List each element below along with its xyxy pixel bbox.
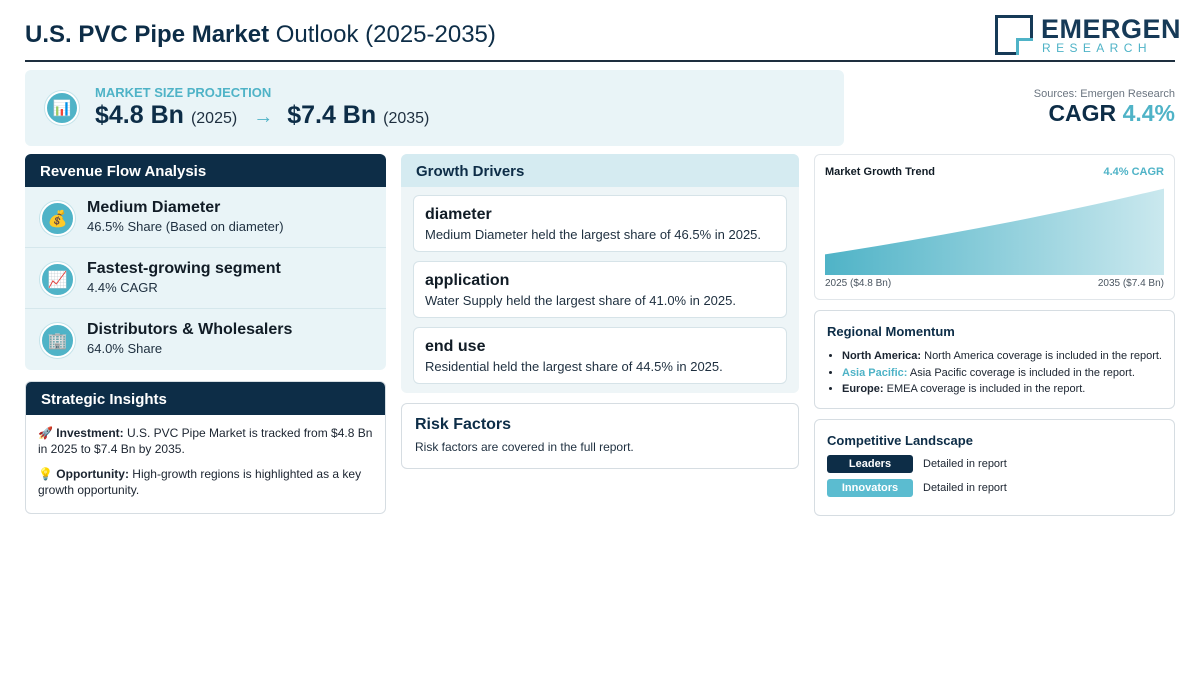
trend-area-svg [825, 188, 1164, 275]
title-bold: U.S. PVC Pipe Market [25, 21, 270, 48]
revenue-item-title: Medium Diameter [87, 199, 221, 216]
revenue-item: 🏢 Distributors & Wholesalers 64.0% Share [25, 309, 386, 370]
region-text: Asia Pacific coverage is included in the… [909, 366, 1135, 379]
start-year: (2025) [190, 110, 238, 127]
cagr-value: 4.4% [1122, 100, 1175, 126]
revenue-item-title: Distributors & Wholesalers [87, 321, 293, 338]
driver-title: application [425, 272, 510, 289]
region-name: Europe: [842, 383, 884, 395]
projection-label: MARKET SIZE PROJECTION [95, 85, 272, 100]
risk-factors-panel: Risk Factors Risk factors are covered in… [401, 403, 799, 469]
driver-title: end use [425, 338, 486, 355]
region-item: Asia Pacific: Asia Pacific coverage is i… [842, 365, 1162, 382]
driver-card: end use Residential held the largest sha… [413, 327, 787, 384]
market-growth-trend-chart: Market Growth Trend 4.4% CAGR 2025 ($4.8… [814, 154, 1175, 300]
insight-label: Opportunity: [56, 467, 129, 481]
driver-text: Water Supply held the largest share of 4… [425, 293, 736, 308]
revenue-item: 💰 Medium Diameter 46.5% Share (Based on … [25, 187, 386, 248]
chart-annotation: 4.4% CAGR [1103, 166, 1164, 178]
growth-drivers-title: Growth Drivers [401, 154, 799, 187]
revenue-item: 📈 Fastest-growing segment 4.4% CAGR [25, 248, 386, 309]
driver-text: Residential held the largest share of 44… [425, 359, 723, 374]
rocket-icon: 🚀 [38, 426, 53, 440]
end-year: (2035) [383, 110, 430, 127]
regional-momentum-title: Regional Momentum [827, 324, 955, 339]
cagr-label: CAGR [1048, 100, 1117, 126]
competitive-landscape-panel: Competitive Landscape Leaders Detailed i… [814, 419, 1175, 516]
strategic-insights-title: Strategic Insights [26, 382, 385, 415]
insight-label: Investment: [56, 426, 124, 440]
driver-card: application Water Supply held the larges… [413, 261, 787, 318]
brand-logo: EMERGEN RESEARCH [995, 14, 1181, 56]
driver-card: diameter Medium Diameter held the larges… [413, 195, 787, 252]
chart-end-label: 2035 ($7.4 Bn) [1097, 278, 1164, 289]
revenue-item-title: Fastest-growing segment [87, 260, 281, 277]
region-name: North America: [842, 350, 922, 362]
competitor-row: Leaders Detailed in report [827, 455, 1007, 473]
lightbulb-icon: 💡 [38, 467, 53, 481]
cagr-summary: CAGR 4.4% [1048, 100, 1175, 127]
risk-factors-title: Risk Factors [415, 416, 512, 433]
region-list: North America: North America coverage is… [842, 348, 1162, 398]
driver-title: diameter [425, 206, 492, 223]
logo-main-text: EMERGEN [1041, 14, 1182, 44]
arrow-right-icon: → [253, 106, 274, 128]
competitive-landscape-title: Competitive Landscape [827, 433, 973, 448]
trend-area [825, 188, 1164, 275]
region-name: Asia Pacific: [842, 366, 908, 379]
risk-factors-text: Risk factors are covered in the full rep… [415, 440, 634, 454]
building-icon: 🏢 [40, 323, 75, 358]
money-bag-icon: 💰 [40, 201, 75, 236]
start-value: $4.8 Bn [95, 101, 184, 129]
bar-chart-icon: 📊 [45, 91, 79, 125]
insight-item: 💡 Opportunity: High-growth regions is hi… [38, 466, 373, 498]
insight-text: U.S. PVC Pipe Market is tracked from $4.… [38, 426, 373, 456]
region-text: North America coverage is included in th… [924, 350, 1162, 362]
leaders-badge: Leaders [827, 455, 913, 473]
driver-text: Medium Diameter held the largest share o… [425, 227, 762, 242]
region-item: North America: North America coverage is… [842, 348, 1162, 365]
revenue-item-subtitle: 64.0% Share [87, 341, 163, 356]
competitor-row: Innovators Detailed in report [827, 479, 1007, 497]
revenue-flow-title: Revenue Flow Analysis [25, 154, 386, 187]
insight-text: High-growth regions is highlighted as a … [38, 467, 362, 497]
competitor-detail: Detailed in report [923, 458, 1007, 470]
revenue-item-subtitle: 4.4% CAGR [87, 280, 158, 295]
insight-item: 🚀 Investment: U.S. PVC Pipe Market is tr… [38, 425, 373, 457]
page-header: U.S. PVC Pipe Market Outlook (2025-2035)… [25, 12, 1181, 62]
competitor-detail: Detailed in report [923, 482, 1007, 494]
chart-start-label: 2025 ($4.8 Bn) [825, 278, 892, 289]
projection-values: $4.8 Bn (2025) → $7.4 Bn (2035) [95, 101, 429, 130]
logo-mark-icon [995, 15, 1033, 55]
regional-momentum-panel: Regional Momentum North America: North A… [814, 310, 1175, 409]
logo-sub-text: RESEARCH [1042, 41, 1152, 55]
region-text: EMEA coverage is included in the report. [886, 383, 1086, 395]
market-size-projection: 📊 MARKET SIZE PROJECTION $4.8 Bn (2025) … [25, 70, 844, 146]
revenue-item-subtitle: 46.5% Share (Based on diameter) [87, 219, 284, 234]
end-value: $7.4 Bn [287, 101, 377, 129]
innovators-badge: Innovators [827, 479, 913, 497]
title-rest: Outlook (2025-2035) [275, 21, 496, 48]
growth-drivers-panel: Growth Drivers diameter Medium Diameter … [401, 154, 799, 393]
chart-title: Market Growth Trend [825, 166, 936, 178]
region-item: Europe: EMEA coverage is included in the… [842, 381, 1162, 398]
strategic-insights-panel: Strategic Insights 🚀 Investment: U.S. PV… [25, 381, 386, 514]
revenue-flow-panel: Revenue Flow Analysis 💰 Medium Diameter … [25, 154, 386, 370]
trending-up-icon: 📈 [40, 262, 75, 297]
page-title: U.S. PVC Pipe Market Outlook (2025-2035) [25, 21, 496, 49]
sources-text: Sources: Emergen Research [1033, 88, 1175, 100]
